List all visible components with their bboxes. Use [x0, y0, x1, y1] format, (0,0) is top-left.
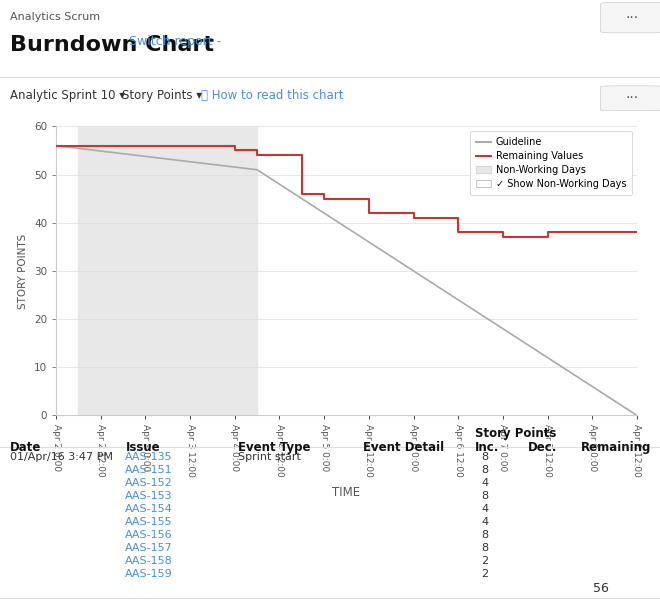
Remaining Values [454, 229, 462, 236]
Remaining Values [633, 229, 641, 236]
Text: 8: 8 [482, 452, 488, 462]
Y-axis label: STORY POINTS: STORY POINTS [18, 233, 28, 308]
Text: Switch report -: Switch report - [129, 35, 221, 48]
Text: Analytics Scrum: Analytics Scrum [10, 12, 100, 22]
Text: AAS-152: AAS-152 [125, 478, 173, 488]
Legend: Guideline, Remaining Values, Non-Working Days, ✓ Show Non-Working Days: Guideline, Remaining Values, Non-Working… [471, 131, 632, 194]
Remaining Values [499, 229, 507, 236]
Text: Story Points ▾: Story Points ▾ [122, 88, 202, 102]
Text: AAS-159: AAS-159 [125, 569, 173, 579]
Text: ···: ··· [625, 92, 638, 105]
Line: Guideline: Guideline [56, 146, 637, 415]
Remaining Values [454, 214, 462, 222]
Text: Remaining: Remaining [581, 441, 651, 455]
X-axis label: TIME: TIME [333, 486, 360, 498]
Remaining Values [253, 152, 261, 159]
Text: Event Type: Event Type [238, 441, 310, 455]
Remaining Values [320, 195, 328, 202]
Text: AAS-158: AAS-158 [125, 556, 173, 566]
Guideline [253, 166, 261, 173]
Remaining Values [544, 234, 552, 241]
Text: Story Points: Story Points [475, 427, 556, 440]
Text: Dec.: Dec. [528, 441, 558, 455]
FancyBboxPatch shape [601, 2, 660, 33]
Remaining Values [365, 195, 373, 202]
Text: 4: 4 [482, 478, 488, 488]
Remaining Values [499, 234, 507, 241]
Text: Inc.: Inc. [475, 441, 500, 455]
Remaining Values [410, 214, 418, 222]
Text: Event Detail: Event Detail [363, 441, 444, 455]
Remaining Values [320, 190, 328, 197]
Text: 8: 8 [482, 530, 488, 540]
Line: Remaining Values: Remaining Values [56, 146, 637, 237]
Remaining Values [231, 142, 239, 149]
Text: AAS-135: AAS-135 [125, 452, 173, 462]
Remaining Values [410, 209, 418, 217]
Text: 2: 2 [482, 569, 488, 579]
Remaining Values [298, 152, 306, 159]
Remaining Values [365, 209, 373, 217]
Text: ⓘ How to read this chart: ⓘ How to read this chart [201, 88, 344, 102]
Remaining Values [544, 229, 552, 236]
Text: 2: 2 [482, 556, 488, 566]
Text: Analytic Sprint 10 ▾: Analytic Sprint 10 ▾ [10, 88, 125, 102]
Text: AAS-155: AAS-155 [125, 517, 173, 527]
Text: 8: 8 [482, 543, 488, 553]
Text: 4: 4 [482, 504, 488, 514]
Text: Burndown Chart: Burndown Chart [10, 35, 214, 55]
Text: Date: Date [10, 441, 42, 455]
Text: AAS-153: AAS-153 [125, 491, 173, 501]
Text: Issue: Issue [125, 441, 160, 455]
Text: 01/Apr/16 3:47 PM: 01/Apr/16 3:47 PM [10, 452, 113, 462]
Text: 8: 8 [482, 491, 488, 501]
Text: 56: 56 [593, 582, 609, 595]
FancyBboxPatch shape [601, 86, 660, 111]
Bar [79, 126, 257, 415]
Remaining Values [253, 147, 261, 154]
Text: 4: 4 [482, 517, 488, 527]
Text: AAS-157: AAS-157 [125, 543, 173, 553]
Remaining Values [298, 190, 306, 197]
Remaining Values [52, 142, 60, 149]
Text: AAS-156: AAS-156 [125, 530, 173, 540]
Text: Sprint start: Sprint start [238, 452, 300, 462]
Text: AAS-151: AAS-151 [125, 465, 173, 475]
Guideline [633, 412, 641, 419]
Text: 8: 8 [482, 465, 488, 475]
Remaining Values [231, 147, 239, 154]
Guideline [52, 142, 60, 149]
Text: AAS-154: AAS-154 [125, 504, 173, 514]
Text: ···: ··· [625, 11, 638, 25]
